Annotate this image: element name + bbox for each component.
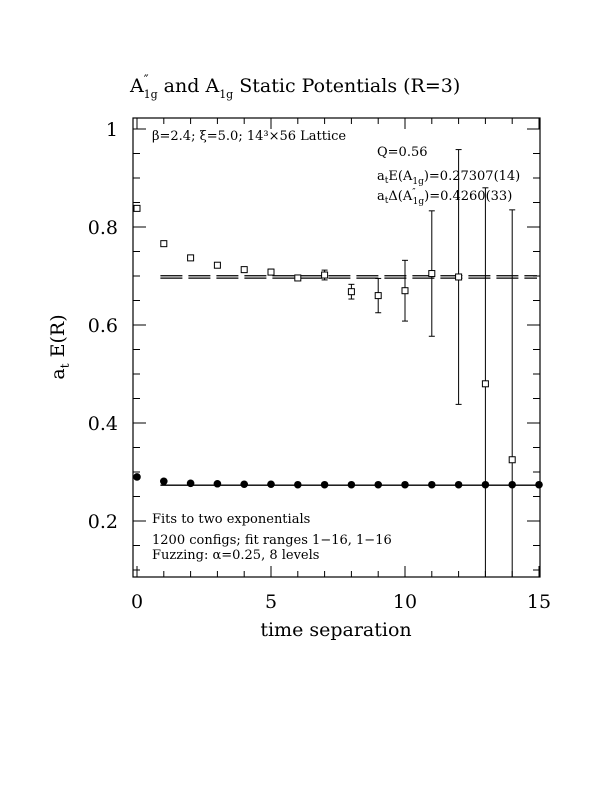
delta-sub: 1g (413, 197, 425, 207)
title-symbol-2: A (204, 75, 219, 97)
fit-lines (160, 275, 537, 486)
axis-tick-labels: 0 5 10 15 0.2 0.4 0.6 0.8 1 (88, 119, 551, 613)
x-tick-label: 5 (265, 591, 277, 613)
data-point-circle (535, 480, 543, 489)
data-point-square (374, 292, 382, 300)
chart-title: A″ 1g and A1g Static Potentials (R=3) (129, 73, 460, 101)
data-point-square (508, 456, 516, 464)
title-symbol-1: A (129, 75, 144, 97)
fit-title-annotation: Fits to two exponentials (152, 512, 310, 527)
data-point-circle (320, 480, 329, 489)
data-point-circle (481, 480, 490, 489)
y-tick-label: 0.8 (88, 217, 118, 239)
y-label-rest: E(R) (47, 314, 69, 363)
data-point-square (213, 261, 221, 269)
x-tick-label: 0 (131, 591, 143, 613)
data-point-square (455, 273, 463, 281)
y-label-a: a (47, 368, 69, 379)
y-tick-label: 1 (106, 119, 118, 141)
x-tick-label: 15 (527, 591, 551, 613)
y-axis-label: at E(R) (47, 314, 72, 379)
delta-d: Δ(A (388, 189, 412, 204)
data-point-square (294, 274, 302, 282)
data-point-circle (428, 480, 436, 489)
data-point-circle (347, 480, 356, 489)
data-point-circle (294, 480, 302, 489)
data-markers (133, 149, 543, 578)
delta-sup: ″ (412, 188, 416, 198)
data-point-square (347, 288, 355, 296)
energy-t: t (385, 176, 389, 186)
data-point-square (160, 240, 168, 248)
data-point-circle (267, 480, 275, 489)
x-axis-label: time separation (260, 619, 411, 641)
data-point-circle (240, 480, 248, 489)
title-and: and (158, 75, 206, 97)
energy-value: )=0.27307(14) (424, 169, 520, 184)
delta-annotation: atΔ(A″ 1g)=0.4260(33) (377, 188, 512, 207)
data-point-circle (401, 480, 409, 489)
title-rest: Static Potentials (R=3) (233, 75, 460, 97)
y-tick-label: 0.4 (88, 413, 118, 435)
data-point-square (401, 287, 409, 295)
data-point-circle (374, 480, 383, 489)
fuzzing-annotation: Fuzzing: α=0.25, 8 levels (152, 548, 319, 563)
data-point-square (240, 266, 248, 274)
title-symbol-1-sub: 1g (144, 88, 158, 101)
energy-a: a (377, 169, 385, 184)
lattice-annotation: β=2.4; ξ=5.0; 14³×56 Lattice (152, 129, 346, 144)
energy-sub: 1g (412, 177, 424, 187)
data-point-circle (508, 480, 516, 489)
delta-a: a (377, 189, 385, 204)
q-annotation: Q=0.56 (377, 145, 428, 160)
data-point-square (481, 380, 489, 388)
data-point-square (321, 271, 329, 279)
data-point-square (267, 268, 275, 276)
data-point-square (187, 254, 195, 262)
y-tick-label: 0.6 (88, 315, 118, 337)
energy-annotation: atE(A1g)=0.27307(14) (377, 169, 520, 187)
data-point-square (428, 270, 436, 278)
energy-e: E(A (388, 169, 413, 184)
data-point-square (133, 204, 141, 212)
delta-value: )=0.4260(33) (424, 189, 512, 204)
y-label-t: t (58, 363, 72, 368)
data-point-circle (160, 477, 168, 486)
data-point-circle (186, 479, 195, 488)
title-symbol-2-sub: 1g (219, 88, 233, 101)
fit-configs-annotation: 1200 configs; fit ranges 1−16, 1−16 (152, 533, 392, 548)
plot-frame (132, 117, 541, 578)
data-point-circle (133, 473, 141, 481)
delta-t: t (385, 196, 389, 206)
title-symbol-1-sup: ″ (144, 73, 149, 88)
data-point-circle (454, 480, 463, 489)
data-point-circle (213, 479, 222, 488)
x-tick-label: 10 (393, 591, 417, 613)
axis-ticks (133, 118, 540, 577)
y-tick-label: 0.2 (88, 511, 118, 533)
